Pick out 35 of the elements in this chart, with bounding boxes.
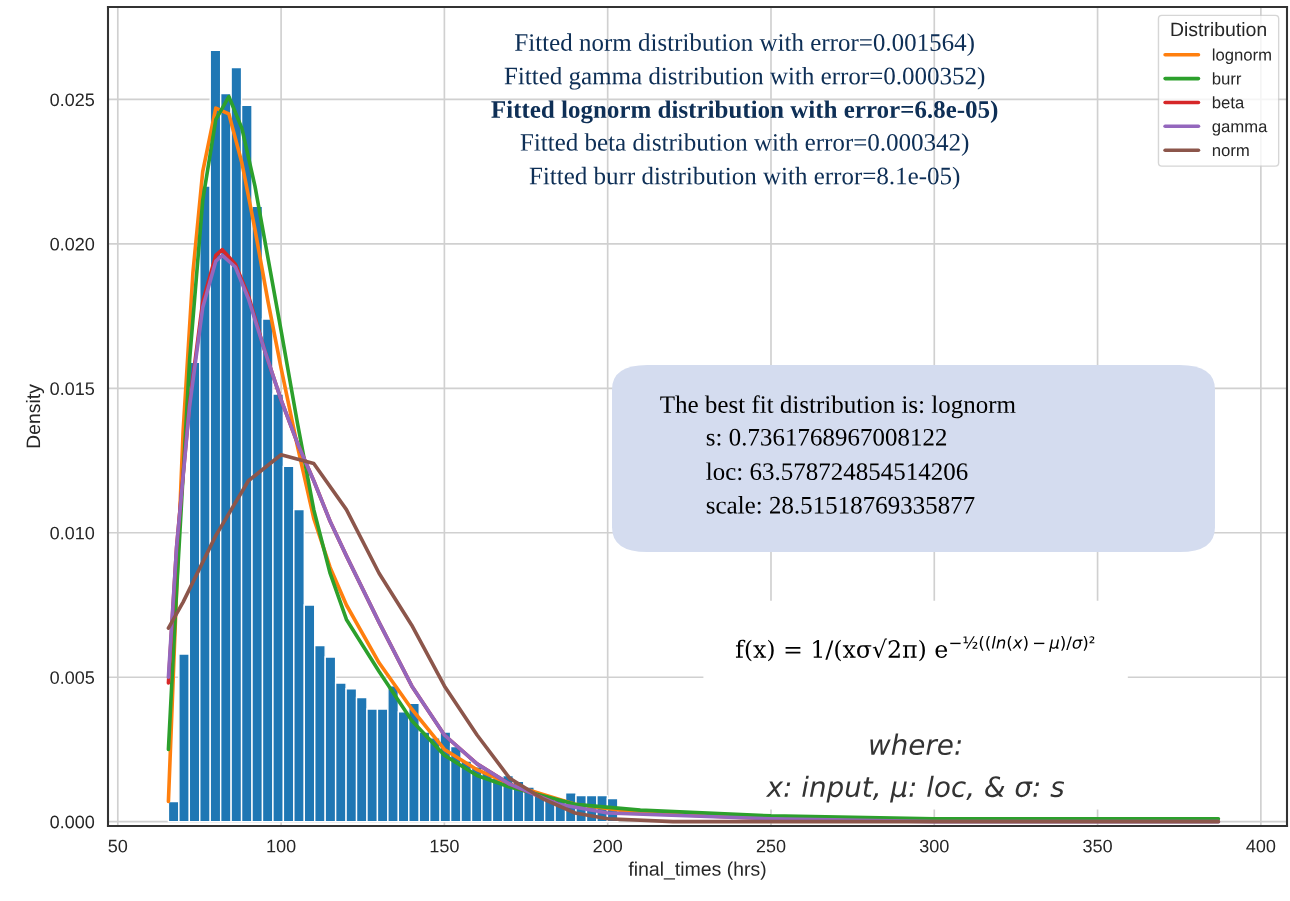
y-tick-label: 0.015 [50,382,95,396]
y-tick-label: 0.005 [50,671,95,684]
annotation: Fitted norm distribution with error=0.001564) [515,33,974,57]
x-tick-label: 250 [756,839,786,853]
legend-label: norm [1212,147,1249,157]
x-tick-label: 350 [1083,839,1112,853]
annotation: x: input, μ: loc, & σ: s [765,775,1065,803]
x-tick-label: 100 [267,839,296,853]
legend-title: Distribution [1171,22,1266,37]
x-tick-label: 200 [593,839,623,853]
annotation: where: [870,733,962,756]
y-tick-label: 0.010 [50,526,95,540]
annotation: scale: 28.51518769335877 [706,496,975,514]
y-tick-label: 0.025 [50,93,95,107]
x-tick-label: 400 [1246,839,1276,853]
y-tick-label: 0.000 [50,815,95,829]
x-tick-label: 50 [108,839,128,853]
y-axis-title: Density [25,384,45,448]
legend-label: lognorm [1212,48,1271,64]
legend-label: beta [1212,96,1245,109]
annotation: Fitted lognorm distribution with error=6.8e-05) [491,100,998,124]
x-tick-label: 150 [430,839,459,853]
x-axis-title: final_times (hrs) [628,861,766,880]
annotation: f(x) = 1/(xσ√2π) e$^{−½((ln(x)−μ)/σ)²}$ [735,636,1095,662]
annotation: loc: 63.578724854514206 [706,462,968,481]
legend-label: burr [1212,72,1242,85]
annotation: Fitted beta distribution with error=0.000342) [520,133,969,156]
annotation: The best fit distribution is: lognorm [660,395,1016,419]
line-series [166,452,1221,824]
legend-label: gamma [1212,123,1268,136]
annotation: s: 0.7361768967008122 [706,428,947,446]
annotation: Fitted gamma distribution with error=0.000352) [504,66,985,90]
annotation: Fitted burr distribution with error=8.1e-05) [529,166,960,190]
x-tick-label: 300 [919,839,949,853]
y-tick-label: 0.020 [50,237,95,251]
